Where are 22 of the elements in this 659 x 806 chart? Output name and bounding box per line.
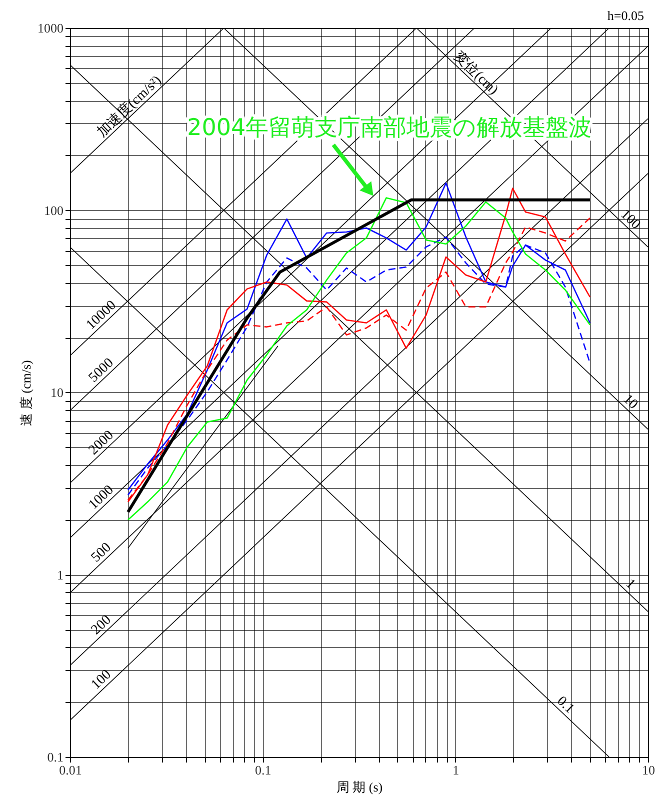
annotation: 100 <box>88 667 114 693</box>
annotation: 200 <box>88 612 114 638</box>
annotation: 変位(cm) <box>450 48 502 98</box>
x-axis-title: 周 期 (s) <box>336 780 383 794</box>
y-tick-label: 1 <box>57 567 64 582</box>
y-tick-label: 0.1 <box>47 750 64 764</box>
annotation: 0.1 <box>554 694 577 717</box>
x-tick-label: 1 <box>452 762 460 778</box>
annotation: 5000 <box>86 356 117 386</box>
y-tick-label: 10 <box>50 385 64 400</box>
annotation: 1000 <box>86 482 117 513</box>
text: 0.01 <box>59 762 82 778</box>
x-tick-label: 10 <box>642 762 655 778</box>
annotation: 10 <box>620 392 640 412</box>
annotation: 500 <box>88 540 114 566</box>
y-tick-label: 1000 <box>38 20 64 36</box>
annotation: 100 <box>617 207 643 232</box>
x-tick-label: 0.1 <box>255 762 272 778</box>
y-axis-title: 速 度 (cm/s) <box>18 360 34 426</box>
text: h=0.05 <box>607 8 644 23</box>
annotation: 1 <box>622 576 638 592</box>
y-tick-label: 100 <box>44 202 64 218</box>
